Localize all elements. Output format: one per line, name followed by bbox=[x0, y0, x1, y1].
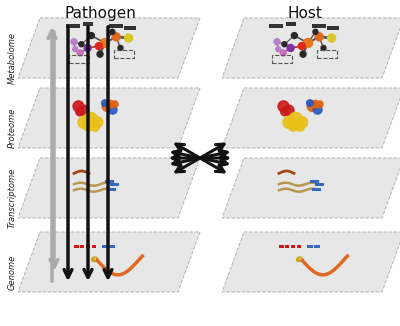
Circle shape bbox=[77, 50, 83, 56]
Polygon shape bbox=[18, 88, 200, 148]
Circle shape bbox=[102, 101, 112, 111]
Bar bbox=[307, 245, 313, 248]
Circle shape bbox=[73, 101, 84, 112]
Circle shape bbox=[321, 45, 326, 51]
Circle shape bbox=[88, 33, 94, 38]
Bar bbox=[109, 24, 123, 28]
Circle shape bbox=[291, 33, 297, 38]
Circle shape bbox=[312, 100, 319, 108]
Circle shape bbox=[282, 42, 287, 47]
Circle shape bbox=[274, 39, 280, 45]
Circle shape bbox=[281, 108, 288, 116]
Circle shape bbox=[79, 42, 84, 47]
Polygon shape bbox=[18, 232, 200, 292]
Bar bbox=[80, 245, 84, 248]
Bar bbox=[312, 24, 326, 28]
Circle shape bbox=[296, 259, 299, 261]
Circle shape bbox=[73, 47, 78, 52]
Circle shape bbox=[108, 105, 117, 114]
Bar bbox=[102, 245, 108, 248]
Circle shape bbox=[124, 34, 132, 42]
Circle shape bbox=[84, 121, 93, 131]
Circle shape bbox=[92, 259, 94, 261]
Circle shape bbox=[316, 101, 323, 108]
Circle shape bbox=[287, 44, 294, 52]
Circle shape bbox=[100, 38, 110, 48]
Bar bbox=[124, 26, 136, 30]
Bar bbox=[66, 24, 80, 28]
Text: Metabolome: Metabolome bbox=[8, 32, 16, 84]
Circle shape bbox=[276, 47, 281, 52]
Circle shape bbox=[102, 100, 108, 106]
Circle shape bbox=[306, 100, 313, 106]
Circle shape bbox=[315, 33, 323, 41]
Circle shape bbox=[300, 51, 306, 57]
Bar bbox=[314, 245, 320, 248]
Bar bbox=[83, 22, 93, 26]
Circle shape bbox=[106, 100, 114, 108]
Circle shape bbox=[328, 34, 336, 42]
Bar bbox=[74, 245, 78, 248]
Circle shape bbox=[78, 116, 90, 128]
Circle shape bbox=[84, 112, 98, 127]
Circle shape bbox=[280, 50, 286, 56]
Polygon shape bbox=[222, 158, 400, 218]
Text: Host: Host bbox=[288, 6, 322, 21]
Circle shape bbox=[79, 105, 89, 115]
Circle shape bbox=[92, 117, 103, 128]
Circle shape bbox=[313, 105, 322, 114]
Circle shape bbox=[118, 45, 123, 51]
Text: Pathogen: Pathogen bbox=[64, 6, 136, 21]
Circle shape bbox=[71, 39, 77, 45]
Circle shape bbox=[288, 112, 303, 127]
Bar bbox=[296, 245, 301, 248]
Polygon shape bbox=[222, 232, 400, 292]
Bar bbox=[92, 245, 96, 248]
Circle shape bbox=[278, 101, 289, 112]
Circle shape bbox=[284, 105, 294, 115]
Circle shape bbox=[313, 29, 318, 34]
Circle shape bbox=[110, 29, 115, 34]
Circle shape bbox=[90, 122, 100, 131]
Polygon shape bbox=[222, 88, 400, 148]
Circle shape bbox=[112, 101, 118, 108]
Bar bbox=[109, 245, 115, 248]
Circle shape bbox=[296, 122, 304, 131]
Text: Proteome: Proteome bbox=[8, 108, 16, 148]
Circle shape bbox=[297, 117, 308, 128]
Circle shape bbox=[298, 43, 305, 50]
Circle shape bbox=[97, 51, 103, 57]
Bar bbox=[285, 245, 290, 248]
Circle shape bbox=[95, 43, 102, 50]
Text: Genome: Genome bbox=[8, 254, 16, 289]
Polygon shape bbox=[18, 158, 200, 218]
Circle shape bbox=[288, 121, 298, 131]
Bar bbox=[286, 22, 296, 26]
Bar bbox=[327, 26, 339, 30]
Polygon shape bbox=[222, 18, 400, 78]
Bar bbox=[86, 245, 90, 248]
Circle shape bbox=[76, 108, 84, 116]
Circle shape bbox=[304, 38, 312, 48]
Circle shape bbox=[112, 33, 120, 41]
Circle shape bbox=[307, 101, 317, 111]
Circle shape bbox=[84, 44, 91, 52]
Polygon shape bbox=[18, 18, 200, 78]
Bar bbox=[269, 24, 283, 28]
Bar bbox=[291, 245, 295, 248]
Text: Transcriptome: Transcriptome bbox=[8, 168, 16, 228]
Circle shape bbox=[283, 116, 295, 128]
Bar bbox=[279, 245, 284, 248]
